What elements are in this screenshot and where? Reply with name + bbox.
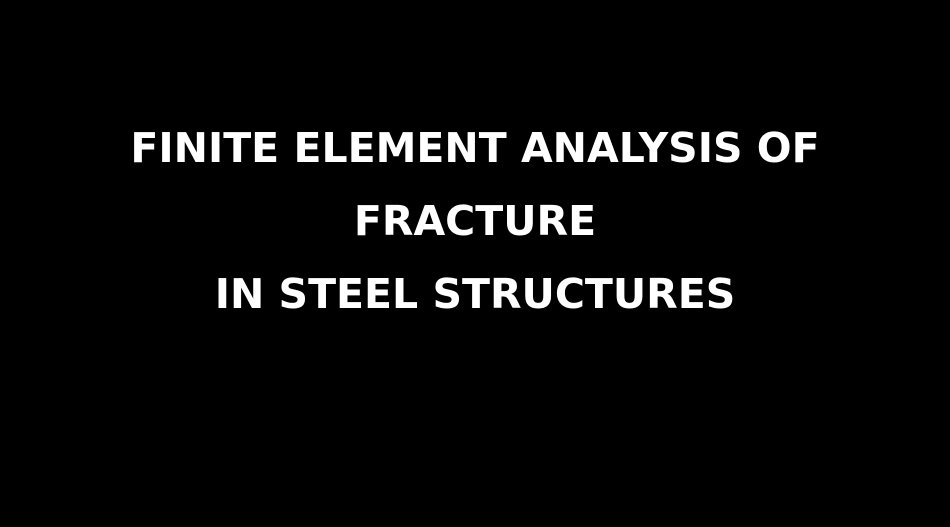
- title-line-2: FRACTURE: [353, 197, 597, 245]
- title-line-1: FINITE ELEMENT ANALYSIS OF: [130, 124, 820, 172]
- slide-title: FINITE ELEMENT ANALYSIS OF FRACTURE IN S…: [0, 112, 950, 331]
- title-line-3: IN STEEL STRUCTURES: [214, 270, 736, 318]
